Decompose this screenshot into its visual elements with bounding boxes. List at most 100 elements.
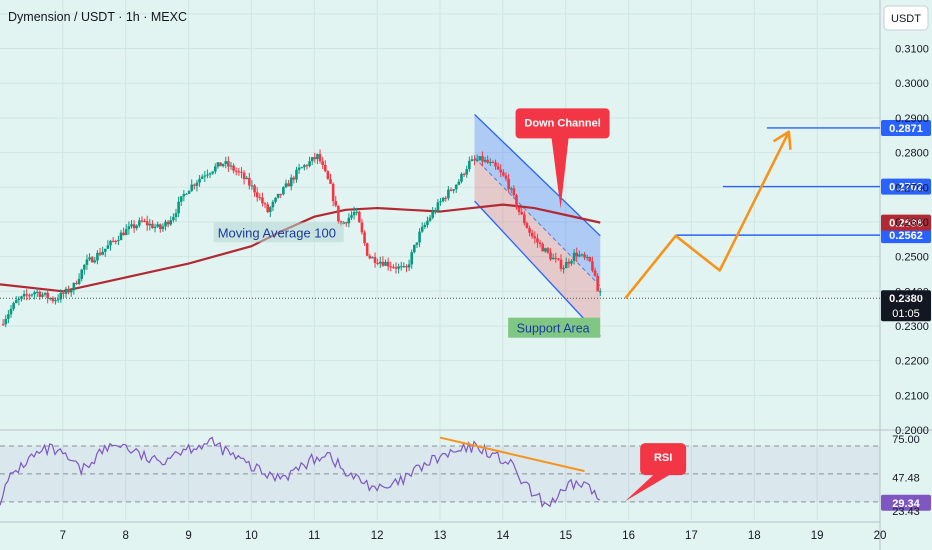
candle-body-190 (499, 169, 503, 173)
currency-button[interactable]: USDT (883, 5, 929, 31)
rsi-tick-label-0: 75.00 (892, 434, 920, 446)
last-price-label: 0.2380 (889, 293, 923, 305)
candle-body-22 (59, 292, 63, 300)
candle-body-185 (486, 159, 489, 163)
candle-body-57 (151, 223, 154, 229)
candle-body-105 (276, 193, 280, 198)
candle-body-148 (389, 266, 393, 268)
candle-body-24 (64, 288, 68, 294)
candle-body-145 (381, 261, 385, 266)
candle-body-112 (295, 169, 298, 180)
candle-body-81 (213, 166, 217, 172)
candle-body-217 (570, 260, 573, 264)
candle-body-14 (38, 291, 42, 297)
candle-body-92 (242, 172, 246, 180)
candle-body-77 (203, 175, 207, 177)
candle-body-191 (502, 172, 505, 176)
projection-arrow-head (772, 130, 792, 150)
candle-body-67 (177, 201, 180, 214)
candle-body-3 (9, 308, 13, 315)
candle-body-154 (405, 266, 408, 268)
y-tick-label-1: 0.3100 (895, 44, 929, 56)
candle-body-132 (347, 217, 351, 224)
x-tick-label-0: 7 (60, 530, 66, 542)
x-tick-label-7: 14 (496, 530, 509, 542)
candle-body-100 (263, 203, 267, 205)
candle-body-33 (88, 257, 91, 260)
y-tick-label-8: 0.2400 (895, 286, 929, 298)
candle-body-226 (593, 270, 597, 276)
candle-body-31 (83, 264, 86, 270)
x-tick-label-2: 9 (185, 530, 191, 542)
candle-body-97 (255, 192, 259, 198)
channel-upper-fill (474, 114, 601, 287)
candle-body-15 (41, 294, 44, 297)
candle-body-157 (413, 244, 416, 253)
candle-body-108 (284, 183, 288, 188)
candle-body-210 (551, 257, 555, 260)
candle-body-119 (313, 157, 317, 160)
candle-body-181 (475, 160, 479, 162)
candle-body-46 (122, 232, 125, 236)
candle-body-160 (420, 226, 424, 232)
candle-body-42 (111, 240, 115, 242)
x-tick-label-5: 12 (371, 530, 384, 542)
candle-body-187 (491, 162, 495, 164)
rsi-callout-label: RSI (654, 452, 672, 464)
candle-body-93 (245, 177, 249, 180)
y-tick-label-7: 0.2500 (895, 252, 929, 264)
candle-body-127 (334, 201, 338, 206)
candle-body-103 (271, 201, 275, 208)
level-tag-0 (881, 119, 931, 136)
rsi-line (0, 436, 601, 508)
candle-body-80 (211, 171, 214, 174)
candle-body-207 (543, 248, 547, 252)
candle-body-21 (56, 299, 60, 301)
candle-body-38 (101, 251, 104, 255)
candle-body-25 (67, 288, 70, 293)
candle-body-218 (572, 252, 576, 261)
candle-body-54 (143, 221, 146, 223)
candle-body-68 (179, 196, 183, 202)
ma-label-box (213, 222, 344, 243)
candle-body-59 (156, 224, 159, 227)
candle-body-192 (504, 175, 508, 179)
rsi-divergence-line (439, 436, 585, 473)
candle-body-173 (454, 184, 458, 190)
candle-body-7 (20, 296, 23, 299)
y-tick-label-2: 0.3000 (895, 78, 929, 90)
candle-body-30 (80, 269, 84, 279)
candle-body-188 (494, 162, 497, 167)
level-tag-label-2: 0.2562 (889, 230, 923, 242)
candle-body-199 (523, 214, 526, 224)
support-area-box (508, 317, 601, 338)
candle-body-213 (559, 259, 563, 269)
support-area-label: Support Area (517, 322, 590, 336)
candle-body-86 (227, 161, 230, 167)
y-tick-label-4: 0.2800 (895, 148, 929, 160)
candle-body-78 (206, 174, 209, 176)
x-tick-label-9: 16 (622, 530, 635, 542)
rsi-value-tag (881, 494, 931, 511)
candle-body-172 (452, 189, 455, 191)
candle-body-137 (360, 222, 364, 233)
candle-body-5 (14, 300, 18, 304)
candle-body-13 (35, 291, 39, 293)
candle-body-87 (229, 165, 233, 167)
candle-body-39 (103, 248, 107, 252)
candle-body-156 (410, 252, 414, 265)
candle-body-179 (470, 159, 474, 161)
candle-body-166 (436, 202, 440, 212)
rsi-tick-label-3: 23.43 (892, 506, 920, 518)
x-tick-label-8: 15 (559, 530, 572, 542)
candle-body-193 (507, 178, 510, 190)
candle-body-139 (365, 243, 369, 256)
candle-body-211 (554, 257, 558, 259)
candle-body-47 (124, 229, 128, 236)
candle-body-183 (481, 156, 484, 162)
candle-body-225 (591, 261, 594, 271)
candle-body-159 (418, 231, 421, 243)
